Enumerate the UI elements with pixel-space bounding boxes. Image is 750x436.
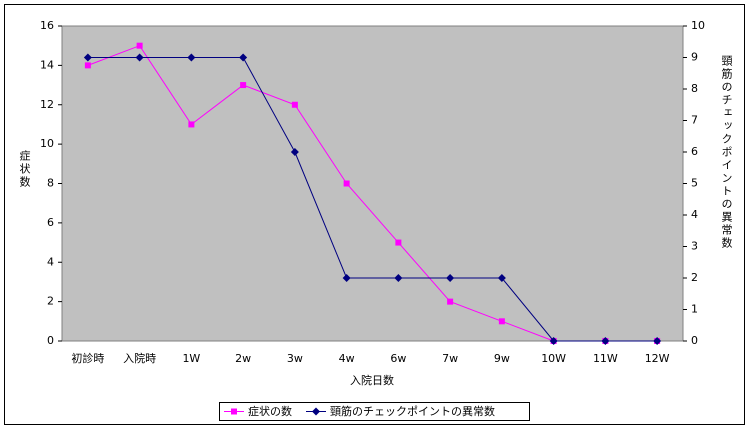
legend-label: 症状の数	[248, 404, 292, 418]
series-line	[87, 57, 658, 342]
x-tick-label: 12W	[645, 352, 670, 365]
y2-tick-label: 10	[691, 19, 705, 32]
legend-marker	[312, 407, 320, 416]
data-point	[83, 53, 92, 62]
data-point	[240, 82, 247, 89]
plot-area	[61, 25, 684, 342]
y-tick-label: 12	[40, 98, 54, 111]
data-point	[395, 239, 402, 246]
legend-marker	[231, 408, 237, 415]
x-axis-title: 入院日数	[350, 373, 394, 387]
x-tick-label: 6w	[390, 352, 406, 365]
legend-label: 頸筋のチェックポイントの異常数	[330, 404, 495, 418]
y2-tick-label: 2	[691, 271, 698, 284]
x-tick-label: 10W	[541, 352, 566, 365]
y-tick-label: 4	[47, 255, 54, 268]
data-point	[136, 42, 143, 49]
data-point	[290, 148, 299, 156]
x-tick-label: 7w	[442, 352, 458, 365]
y-tick-label: 16	[40, 19, 54, 32]
data-point	[239, 53, 248, 62]
y-tick-label: 0	[47, 334, 54, 347]
y2-tick-label: 8	[691, 82, 698, 95]
x-tick-label: 1W	[182, 352, 200, 365]
y2-axis-title: 頸筋のチェックポイントの異常数	[720, 55, 733, 250]
data-point	[653, 337, 662, 345]
data-point	[342, 274, 351, 282]
x-tick-label: 入院時	[123, 351, 156, 365]
y2-tick-label: 4	[691, 208, 698, 221]
y-tick-label: 8	[47, 177, 54, 190]
y-tick-label: 14	[40, 58, 54, 71]
data-point	[446, 274, 455, 282]
y2-tick-label: 1	[691, 303, 698, 316]
x-tick-label: 4w	[339, 352, 355, 365]
data-point	[497, 274, 506, 282]
data-point	[447, 298, 454, 305]
y2-tick-label: 7	[691, 114, 698, 127]
y2-tick-label: 9	[691, 51, 698, 64]
y-tick-label: 2	[47, 295, 54, 308]
data-point	[188, 121, 195, 128]
x-tick-label: 初診時	[71, 351, 104, 365]
y2-tick-label: 3	[691, 240, 698, 253]
legend-box	[219, 402, 530, 421]
data-point	[394, 274, 403, 282]
x-tick-label: 3w	[287, 352, 303, 365]
data-point	[84, 62, 91, 69]
data-point	[601, 337, 610, 345]
y2-tick-label: 5	[691, 177, 698, 190]
x-tick-label: 9w	[494, 352, 510, 365]
data-point	[187, 53, 196, 62]
y-tick-label: 6	[47, 216, 54, 229]
data-point	[498, 318, 505, 325]
data-point	[135, 53, 144, 62]
x-tick-label: 11W	[593, 352, 618, 365]
y2-tick-label: 0	[691, 334, 698, 347]
data-point	[343, 180, 350, 187]
data-point	[549, 337, 558, 345]
y-axis-title: 症状数	[18, 149, 31, 189]
y-tick-label: 10	[40, 137, 54, 150]
x-tick-label: 2w	[235, 352, 251, 365]
y2-tick-label: 6	[691, 145, 698, 158]
data-point	[291, 101, 298, 108]
